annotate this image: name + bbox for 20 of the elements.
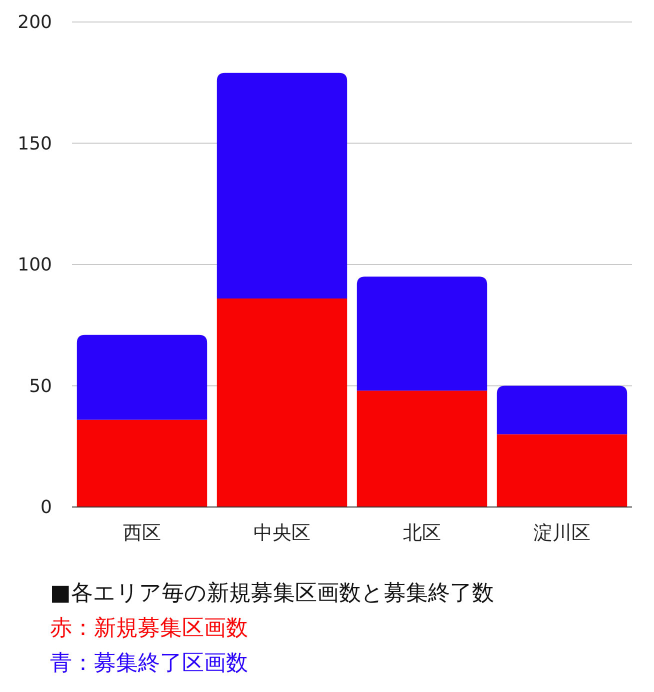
x-tick-label: 淀川区 — [534, 522, 590, 544]
y-tick-label: 50 — [29, 376, 52, 397]
bar — [496, 434, 628, 507]
text: 青：募集終了区画数 — [50, 651, 248, 676]
y-tick-label: 100 — [18, 254, 52, 276]
bar — [76, 420, 208, 507]
text: 赤：新規募集区画数 — [50, 616, 248, 641]
y-tick-label: 0 — [40, 497, 52, 518]
y-tick-label: 150 — [18, 133, 52, 154]
x-tick-label: 中央区 — [254, 522, 310, 544]
bar — [216, 298, 348, 507]
bar — [216, 72, 348, 298]
x-tick-label: 西区 — [123, 522, 161, 544]
bar — [496, 386, 628, 434]
x-tick-label: 北区 — [403, 522, 441, 544]
bar — [356, 390, 488, 507]
bar — [356, 276, 488, 391]
bar — [76, 334, 208, 420]
text: ■各エリア毎の新規募集区画数と募集終了数 — [50, 581, 494, 606]
y-tick-label: 200 — [18, 12, 52, 33]
